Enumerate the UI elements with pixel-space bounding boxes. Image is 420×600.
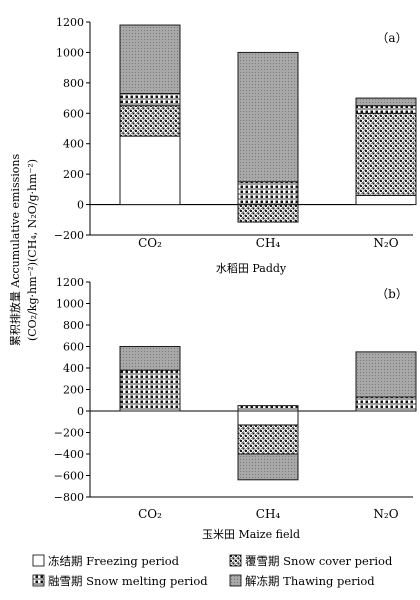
p1-category-label: CO₂ bbox=[138, 236, 162, 250]
p2-y-tick-label: 200 bbox=[63, 384, 84, 397]
legend-swatch-snow-melting bbox=[32, 574, 45, 587]
p1-bar-ch4-thawing bbox=[237, 51, 299, 183]
p2-y-tick-label: −600 bbox=[54, 470, 84, 483]
p1-y-tick-label: 800 bbox=[63, 77, 84, 90]
p2-bar-ch4-thawing bbox=[237, 453, 299, 481]
p2-bar-n2o-snow-melting bbox=[355, 396, 417, 412]
p1-category-label: CH₄ bbox=[256, 236, 281, 250]
legend-item-snow-cover: 覆雪期 Snow cover period bbox=[229, 554, 393, 568]
legend-item-thawing: 解冻期 Thawing period bbox=[229, 574, 375, 588]
y-axis-title-line2: (CO₂/kg·hm⁻²)(CH₄, N₂O/g·hm⁻²) bbox=[26, 159, 39, 341]
legend-item-snow-melting: 融雪期 Snow melting period bbox=[32, 574, 208, 588]
p2-bar-n2o-thawing bbox=[355, 351, 417, 398]
p2-bar-co2-snow-melting bbox=[119, 369, 181, 412]
p1-category-label: N₂O bbox=[373, 236, 398, 250]
p1-bar-ch4-snow-melting bbox=[237, 181, 299, 206]
p2-panel-label: （b） bbox=[376, 287, 408, 301]
p2-bar-ch4-freezing bbox=[237, 410, 299, 426]
p1-y-tick-label: 1000 bbox=[56, 46, 84, 59]
legend-label-thawing: 解冻期 Thawing period bbox=[245, 574, 375, 588]
p1-bar-co2-snow-cover bbox=[119, 105, 181, 137]
p2-y-tick-label: −400 bbox=[54, 448, 84, 461]
p2-bar-ch4-snow-cover bbox=[237, 424, 299, 455]
panel-maize: −800 −600 −400 −200 0 200 400 600 800 1000 1200 CO₂… bbox=[54, 276, 417, 541]
p2-y-tick-label: 1000 bbox=[56, 298, 84, 311]
legend-swatch-thawing bbox=[229, 574, 242, 587]
p2-subtitle: 玉米田 Maize field bbox=[202, 528, 300, 541]
p2-y-tick-label: 0 bbox=[77, 405, 84, 418]
p1-bar-ch4-snow-cover bbox=[237, 204, 299, 223]
p2-y-tick-label: 600 bbox=[63, 341, 84, 354]
p1-bar-n2o-thawing bbox=[355, 97, 417, 107]
p1-y-tick-label: 1200 bbox=[56, 16, 84, 29]
p1-y-tick-label: −200 bbox=[54, 229, 84, 242]
p2-bar-co2-thawing bbox=[119, 346, 181, 371]
p2-category-label: N₂O bbox=[373, 507, 398, 521]
panel-paddy: −200 0 200 400 600 800 1000 1200 CO₂ CH₄ N₂O （a） 水稻田… bbox=[54, 16, 417, 275]
p1-y-tick-label: 200 bbox=[63, 168, 84, 181]
legend-label-snow-melting: 融雪期 Snow melting period bbox=[48, 574, 208, 588]
p1-y-tick-label: 0 bbox=[77, 199, 84, 212]
legend-item-freezing: 冻结期 Freezing period bbox=[32, 554, 180, 568]
legend: 冻结期 Freezing period 覆雪期 Snow cover perio… bbox=[32, 554, 393, 588]
p1-bar-n2o-snow-melting bbox=[355, 105, 417, 114]
p1-bar-co2-freezing bbox=[119, 135, 181, 206]
legend-swatch-snow-cover bbox=[229, 554, 242, 567]
legend-label-freezing: 冻结期 Freezing period bbox=[48, 554, 180, 568]
p2-y-tick-label: 800 bbox=[63, 319, 84, 332]
p2-y-tick-label: 400 bbox=[63, 362, 84, 375]
p2-bar-ch4-snow-melting bbox=[237, 405, 299, 412]
legend-label-snow-cover: 覆雪期 Snow cover period bbox=[245, 554, 393, 568]
p2-y-tick-label: 1200 bbox=[56, 276, 84, 289]
p1-bar-co2-snow-melting bbox=[119, 93, 181, 107]
p1-y-tick-label: 600 bbox=[63, 107, 84, 120]
p1-bar-n2o-freezing bbox=[355, 194, 417, 206]
p2-y-tick-label: −200 bbox=[54, 427, 84, 440]
p1-subtitle: 水稻田 Paddy bbox=[216, 262, 287, 275]
p2-category-label: CO₂ bbox=[138, 507, 162, 521]
p2-y-tick-label: −800 bbox=[54, 491, 84, 504]
legend-swatch-freezing bbox=[32, 554, 45, 567]
p1-bar-n2o-snow-cover bbox=[355, 112, 417, 196]
p1-y-tick-label: 400 bbox=[63, 138, 84, 151]
y-axis-title-line1: 累积排放量 Accumulative emissions bbox=[8, 154, 22, 347]
p1-bar-co2-thawing bbox=[119, 24, 181, 95]
p1-panel-label: （a） bbox=[376, 31, 407, 45]
p2-category-label: CH₄ bbox=[256, 507, 281, 521]
